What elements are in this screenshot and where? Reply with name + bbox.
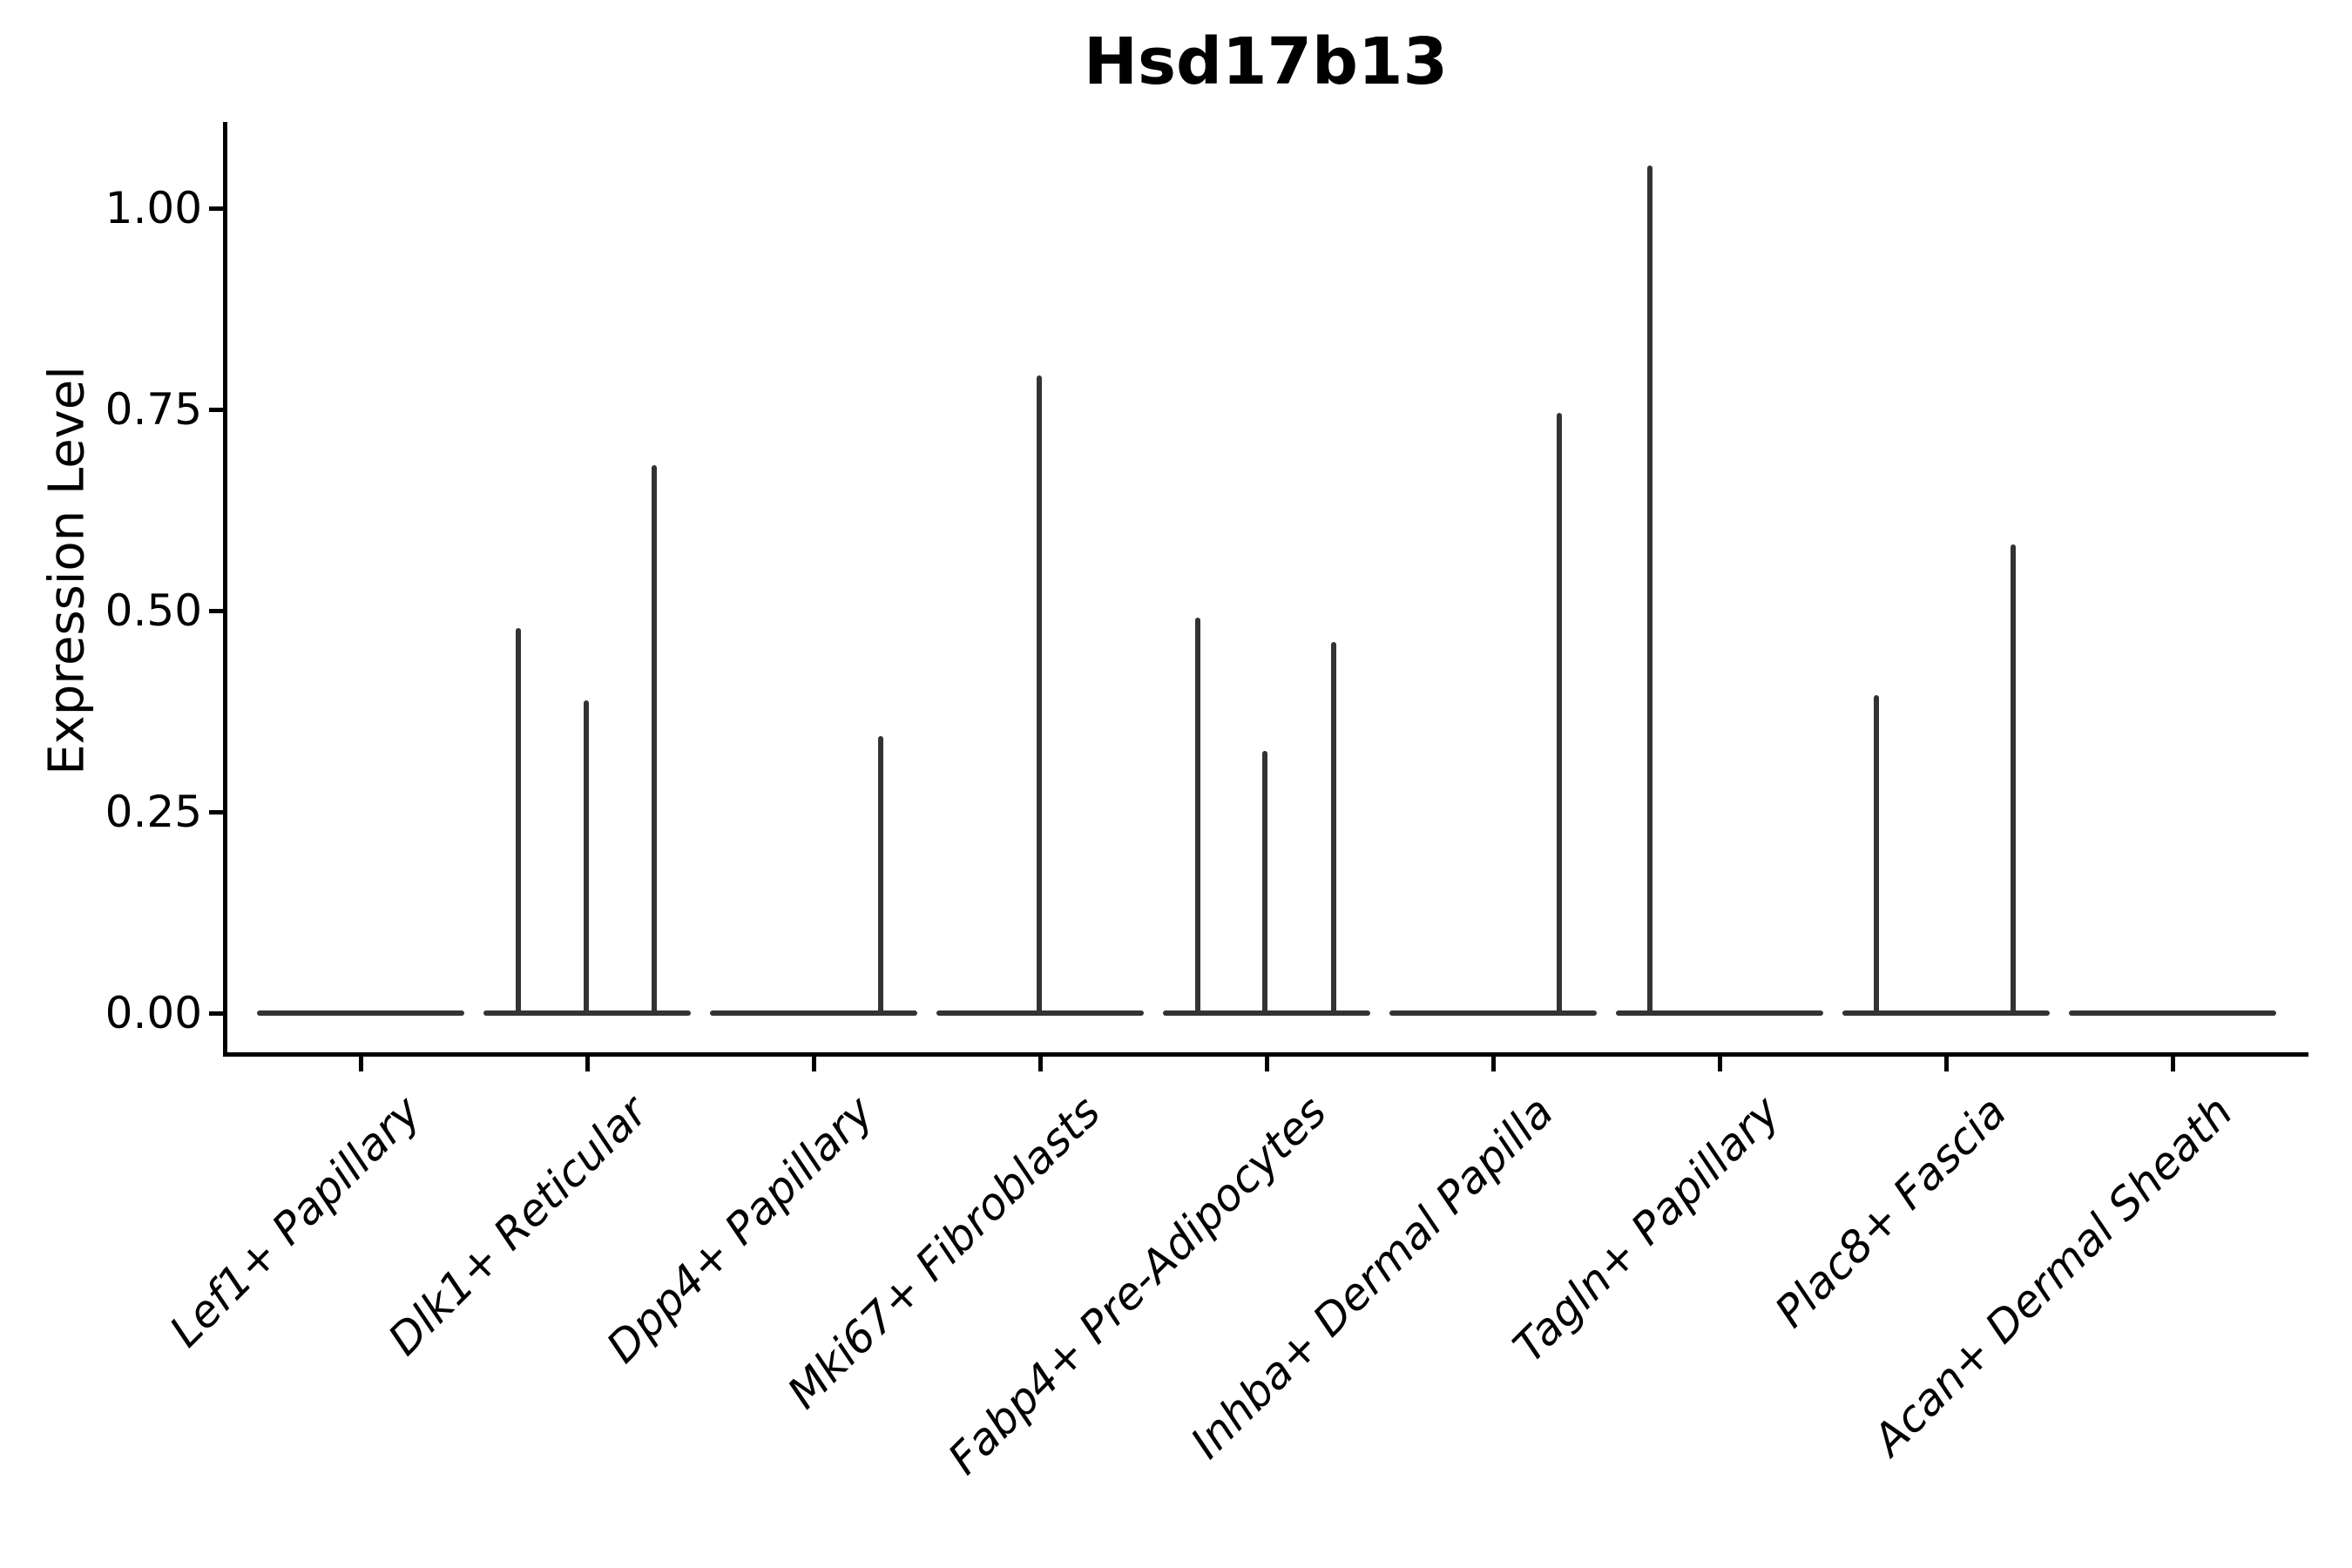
violin-spike [1647, 166, 1652, 1013]
y-tick-label: 0.50 [105, 585, 202, 636]
y-tick-label: 0.75 [105, 384, 202, 435]
x-axis-tick [1265, 1057, 1269, 1071]
x-axis-tick [1944, 1057, 1949, 1071]
violin-spike [2011, 544, 2016, 1013]
x-axis-tick [359, 1057, 363, 1071]
x-tick-label: Lef1+ Papillary [159, 1086, 431, 1357]
x-axis-spine [223, 1052, 2308, 1057]
violin-spike [1195, 618, 1200, 1013]
violin-spike [878, 736, 883, 1013]
y-tick-label: 1.00 [105, 183, 202, 233]
violin-spike [1874, 695, 1879, 1013]
plot-title: Hsd17b13 [1084, 24, 1448, 99]
x-axis-tick [812, 1057, 816, 1071]
y-axis-tick [209, 408, 223, 412]
y-tick-label: 0.00 [105, 988, 202, 1038]
y-axis-tick [209, 810, 223, 814]
violin-spike [1262, 751, 1267, 1013]
violin-spike [1037, 375, 1042, 1013]
violin-baseline [1842, 1010, 2050, 1016]
y-axis-tick [209, 206, 223, 211]
violin-spike [652, 465, 657, 1013]
y-axis-spine [223, 122, 227, 1057]
violin-baseline [2069, 1010, 2276, 1016]
violin-spike [1331, 642, 1336, 1013]
violin-baseline [1163, 1010, 1370, 1016]
violin-baseline [936, 1010, 1144, 1016]
violin-baseline [1616, 1010, 1823, 1016]
x-tick-label: Fabp4+ Pre-Adipocytes [938, 1086, 1337, 1484]
x-axis-tick [585, 1057, 590, 1071]
violin-baseline [483, 1010, 691, 1016]
y-axis-tick [209, 609, 223, 613]
y-tick-label: 0.25 [105, 787, 202, 837]
violin-baseline [257, 1010, 464, 1016]
violin-baseline [710, 1010, 917, 1016]
x-axis-tick [1038, 1057, 1043, 1071]
x-axis-tick [1491, 1057, 1496, 1071]
violin-spike [1557, 413, 1562, 1013]
x-axis-tick [2171, 1057, 2175, 1071]
violin-baseline [1389, 1010, 1597, 1016]
x-tick-label: Plac8+ Fascia [1765, 1086, 2017, 1338]
violin-spike [516, 628, 521, 1013]
x-axis-tick [1718, 1057, 1722, 1071]
y-axis-tick [209, 1011, 223, 1016]
violin-spike [584, 700, 589, 1013]
